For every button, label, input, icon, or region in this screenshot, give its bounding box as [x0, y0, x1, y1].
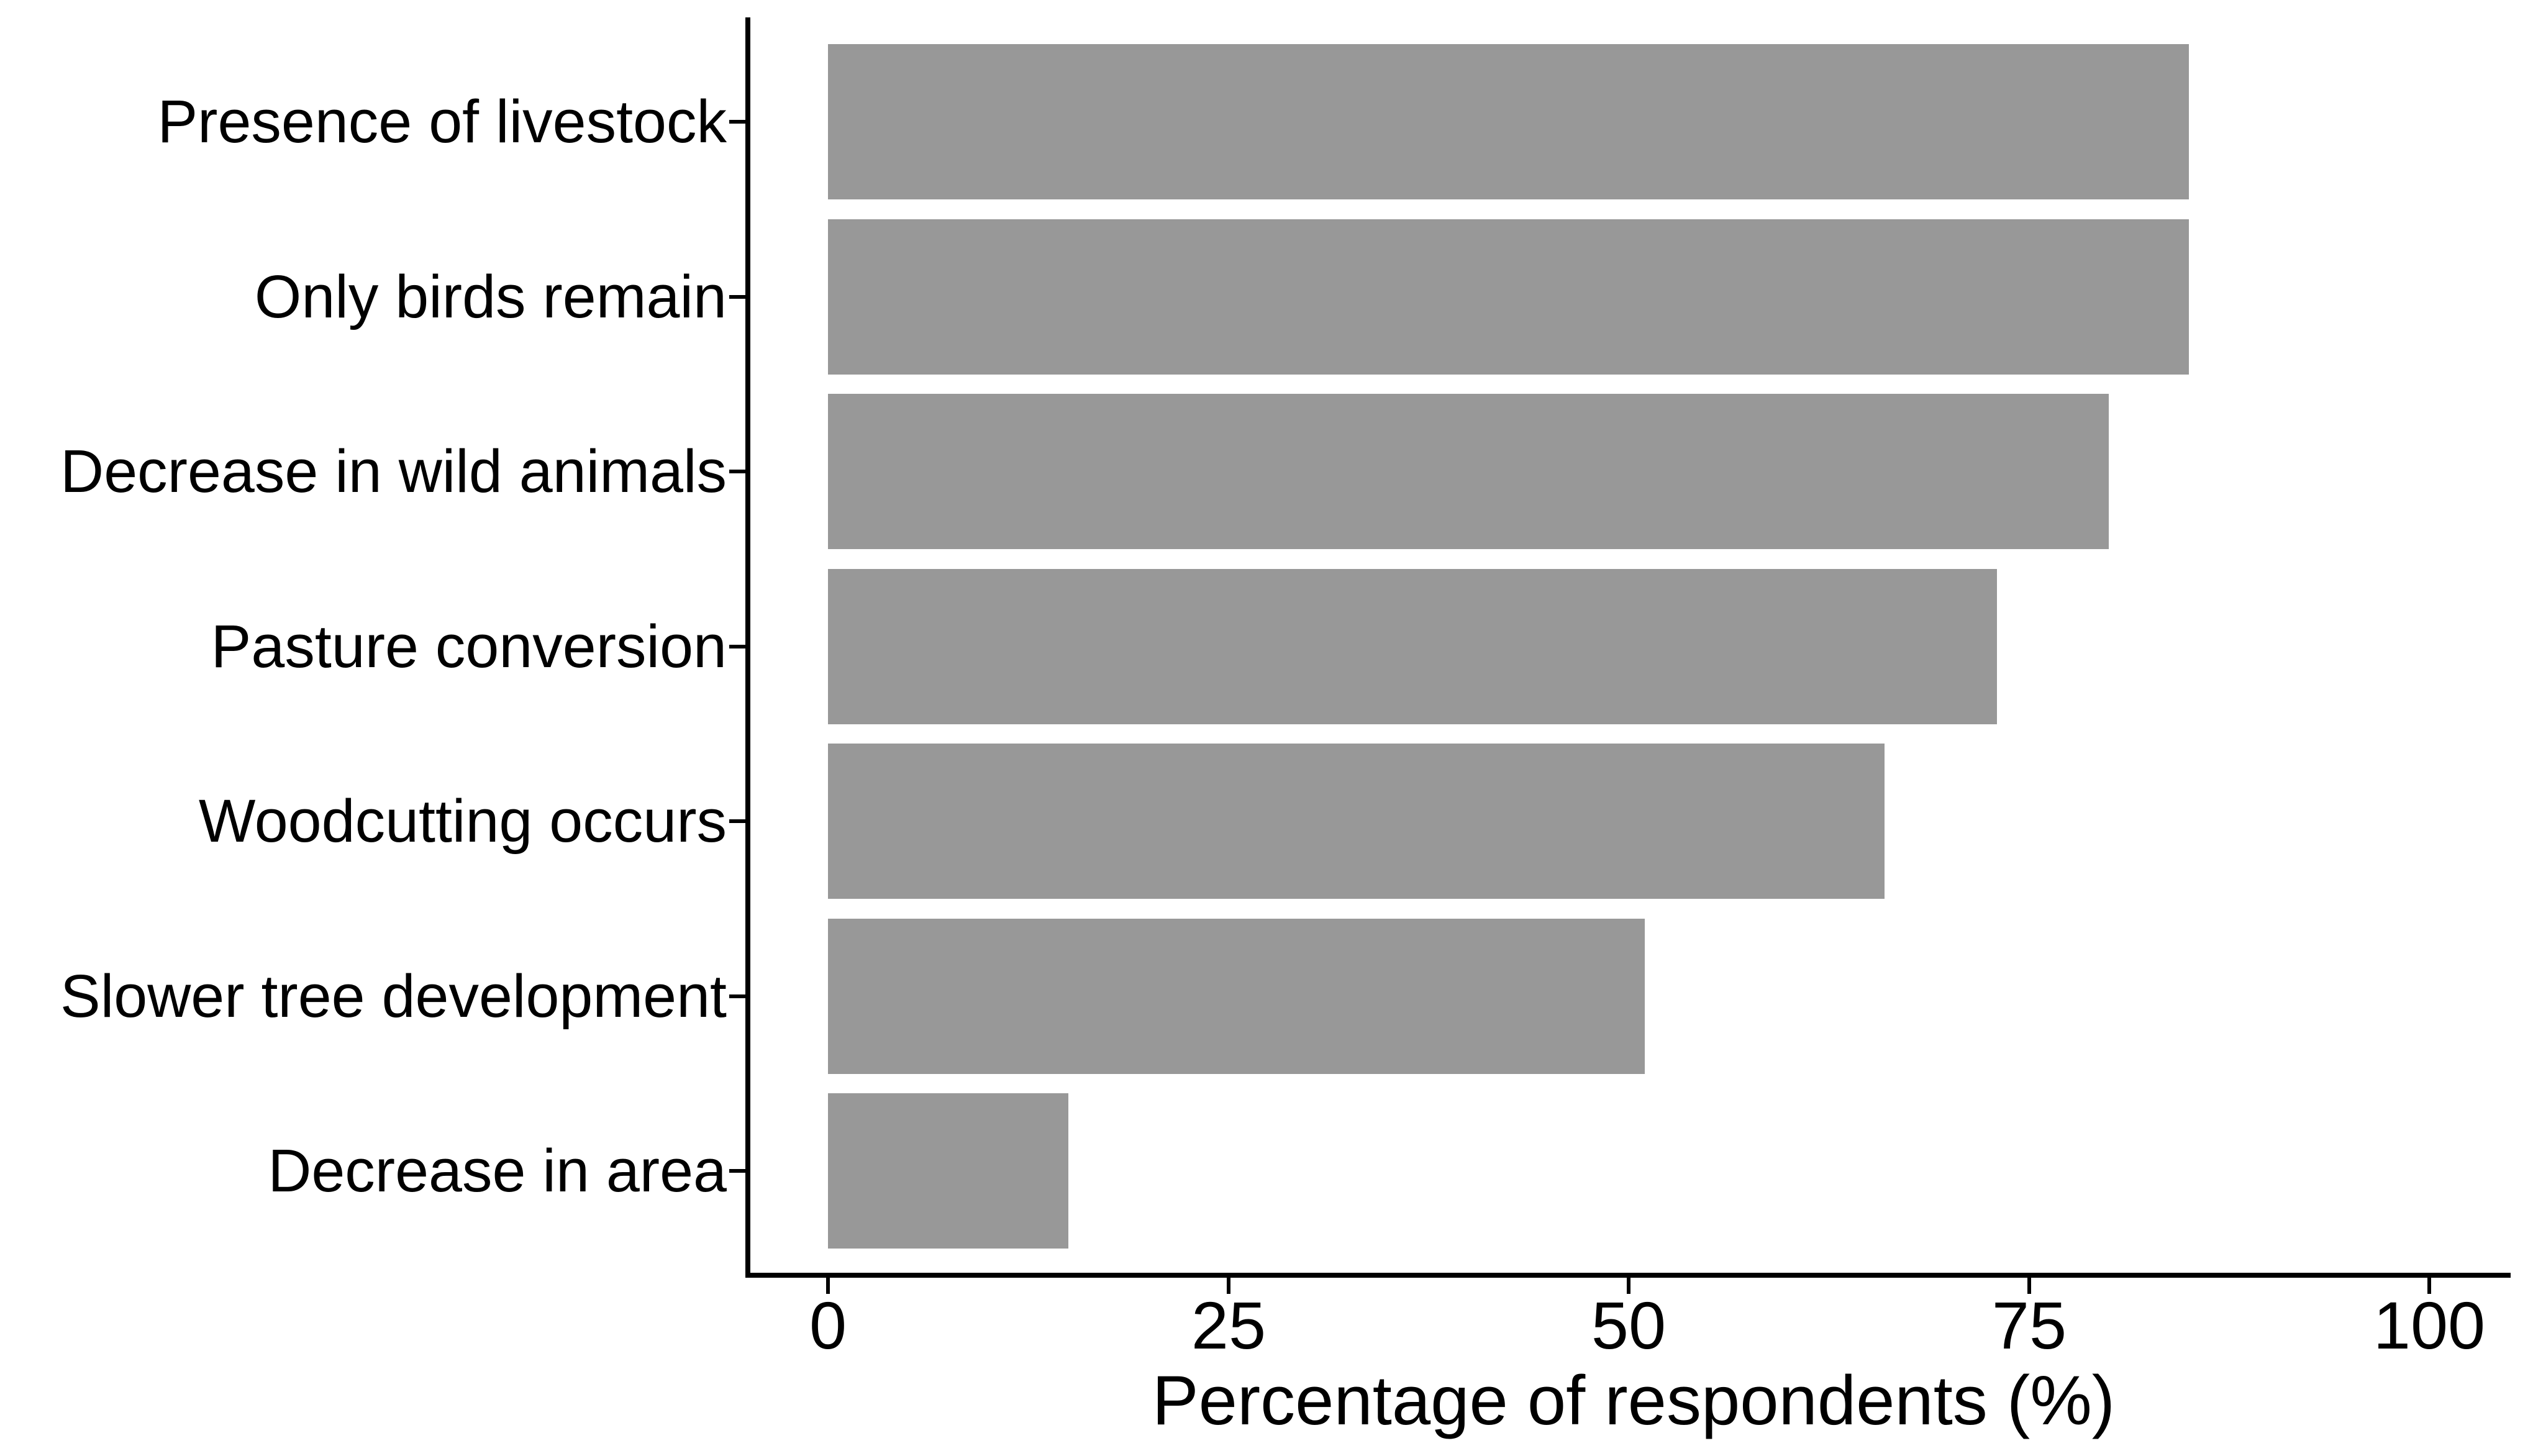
bar — [828, 1093, 1068, 1249]
bar — [828, 394, 2109, 549]
category-label: Pasture conversion — [211, 612, 727, 680]
y-tick — [729, 470, 745, 473]
y-tick — [729, 819, 745, 823]
bar — [828, 744, 1885, 899]
category-label: Woodcutting occurs — [198, 787, 727, 855]
category-label: Slower tree development — [60, 962, 727, 1030]
y-tick — [729, 295, 745, 299]
y-tick — [729, 120, 745, 124]
bar — [828, 44, 2189, 199]
x-tick-label: 75 — [1991, 1288, 2067, 1363]
x-tick-label: 25 — [1191, 1288, 1266, 1363]
x-axis-line — [745, 1273, 2511, 1278]
category-label: Only birds remain — [254, 263, 727, 330]
category-label: Decrease in wild animals — [60, 437, 727, 505]
category-label: Presence of livestock — [157, 88, 727, 155]
x-tick — [1627, 1278, 1630, 1294]
y-tick — [729, 645, 745, 648]
x-tick — [826, 1278, 830, 1294]
x-tick — [1227, 1278, 1230, 1294]
category-label: Decrease in area — [268, 1137, 727, 1204]
x-tick-label: 0 — [809, 1288, 847, 1363]
y-tick — [729, 994, 745, 998]
y-tick — [729, 1169, 745, 1173]
bar — [828, 919, 1645, 1074]
x-tick-label: 50 — [1591, 1288, 1667, 1363]
x-tick-label: 100 — [2373, 1288, 2486, 1363]
x-axis-title: Percentage of respondents (%) — [1152, 1362, 2116, 1439]
bar — [828, 219, 2189, 375]
bar — [828, 569, 1997, 724]
y-axis-line — [745, 17, 750, 1278]
x-tick — [2027, 1278, 2031, 1294]
x-tick — [2427, 1278, 2431, 1294]
